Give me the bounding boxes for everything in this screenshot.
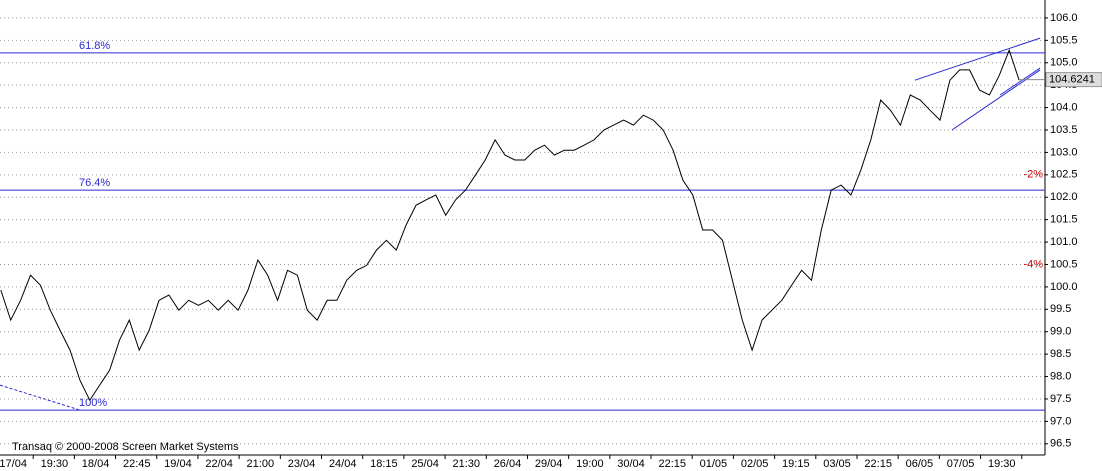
y-tick-label: 98.0 — [1050, 370, 1071, 382]
y-tick-label: 105.5 — [1050, 34, 1078, 46]
x-tick-label: 01/05 — [700, 458, 728, 470]
y-tick-label: 106.0 — [1050, 12, 1078, 24]
x-tick-label: 06/05 — [906, 458, 934, 470]
y-tick-label: 97.0 — [1050, 415, 1071, 427]
y-tick-label: 105.0 — [1050, 57, 1078, 69]
x-tick-label: 22/04 — [205, 458, 233, 470]
y-tick-label: 103.0 — [1050, 146, 1078, 158]
x-tick-label: 02/05 — [741, 458, 769, 470]
last-price-box — [1045, 72, 1102, 88]
trendline — [951, 69, 1041, 131]
x-tick-label: 19:00 — [576, 458, 604, 470]
x-tick-label: 29/04 — [535, 458, 563, 470]
fib-label: 76.4% — [79, 177, 110, 189]
x-tick-label: 19:15 — [782, 458, 810, 470]
x-tick-label: 07/05 — [947, 458, 975, 470]
x-tick-label: 24/04 — [329, 458, 357, 470]
footer: Transaq © 2000-2008 Screen Market System… — [12, 441, 239, 453]
x-tick-label: 23/04 — [288, 458, 316, 470]
y-tick-label: 101.0 — [1050, 236, 1078, 248]
y-tick-label: 98.5 — [1050, 348, 1071, 360]
y-tick-label: 102.5 — [1050, 169, 1078, 181]
x-tick-label: 18/04 — [82, 458, 110, 470]
x-tick-label: 21:30 — [453, 458, 481, 470]
y-tick-label: 104.0 — [1050, 101, 1078, 113]
y-tick-label: 96.5 — [1050, 438, 1071, 450]
y-tick-label: 99.0 — [1050, 326, 1071, 338]
x-tick-label: 03/05 — [823, 458, 851, 470]
y-tick-label: 100.5 — [1050, 258, 1078, 270]
trendline — [914, 37, 1041, 81]
y-tick-label: 101.5 — [1050, 214, 1078, 226]
x-tick-label: 19:30 — [988, 458, 1016, 470]
x-tick-label: 19/04 — [164, 458, 192, 470]
y-tick-label: 102.0 — [1050, 191, 1078, 203]
trendline — [0, 384, 81, 411]
trendline — [999, 67, 1041, 96]
y-tick-label: 99.5 — [1050, 303, 1071, 315]
x-tick-label: 19:30 — [41, 458, 69, 470]
y-tick-label: 97.5 — [1050, 393, 1071, 405]
x-tick-label: 26/04 — [494, 458, 522, 470]
fib-label: 100% — [79, 397, 107, 409]
pct-label: -2% — [1023, 169, 1043, 181]
fib-label: 61.8% — [79, 40, 110, 52]
y-tick-label: 103.5 — [1050, 124, 1078, 136]
x-tick-label: 17/04 — [0, 458, 27, 470]
x-tick-label: 30/04 — [617, 458, 645, 470]
x-tick-label: 21:00 — [247, 458, 275, 470]
x-tick-label: 22:15 — [658, 458, 686, 470]
y-tick-label: 100.0 — [1050, 281, 1078, 293]
x-tick-label: 22:45 — [123, 458, 151, 470]
last-price-label: 104.6241 — [1049, 74, 1095, 86]
pct-label: -4% — [1023, 258, 1043, 270]
x-tick-label: 18:15 — [370, 458, 398, 470]
x-tick-label: 22:15 — [864, 458, 892, 470]
x-tick-label: 25/04 — [411, 458, 439, 470]
price-line — [0, 48, 1020, 402]
